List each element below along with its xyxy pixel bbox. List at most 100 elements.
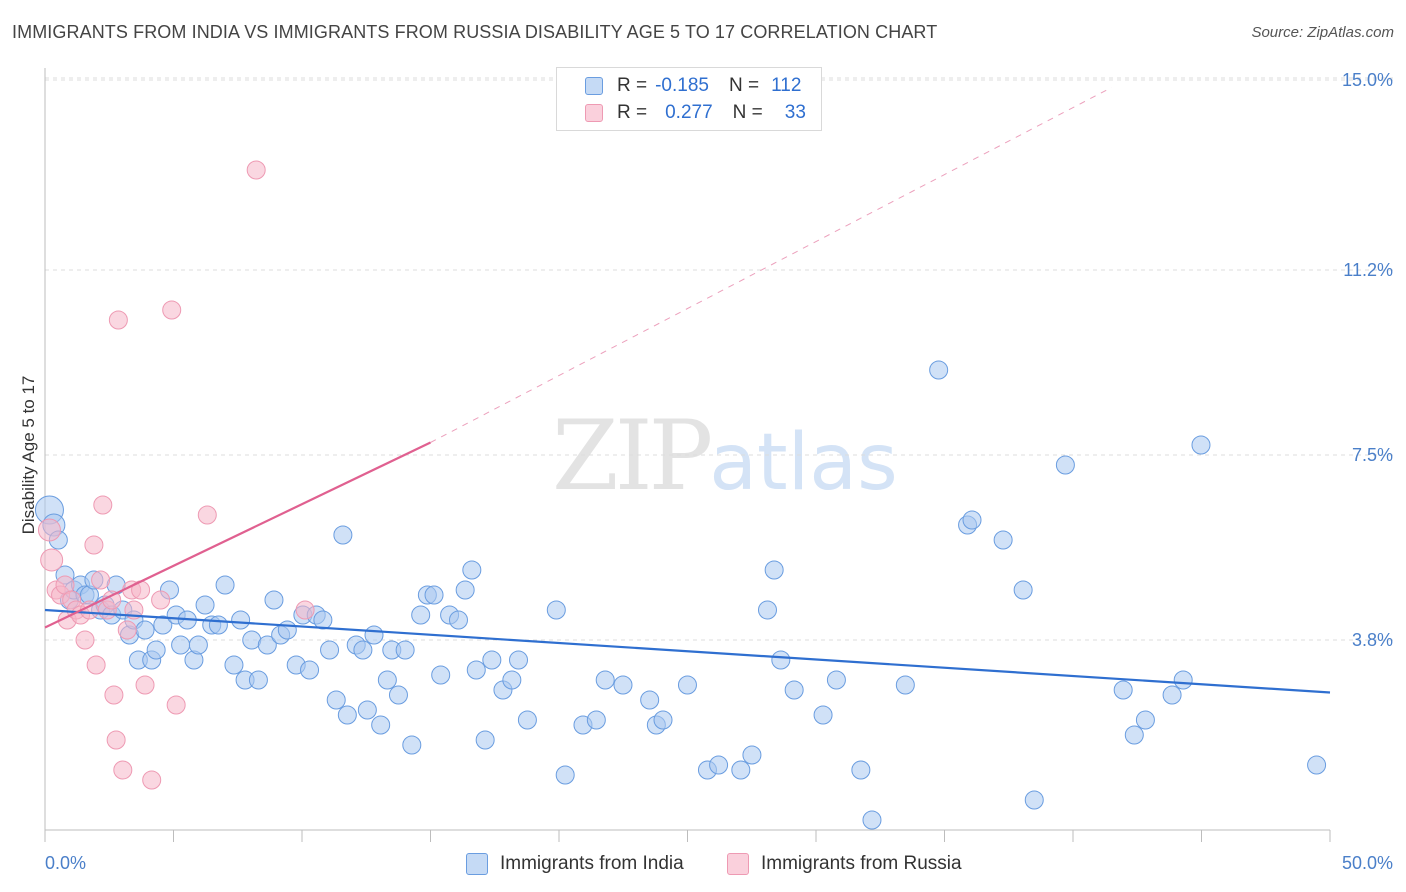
- india-point: [586, 710, 606, 730]
- india-point: [731, 760, 751, 780]
- chart-title: IMMIGRANTS FROM INDIA VS IMMIGRANTS FROM…: [12, 22, 938, 42]
- india-point: [326, 690, 346, 710]
- india-point: [171, 635, 191, 655]
- legend-swatch-russia: [585, 104, 603, 122]
- bottom-legend-swatch-russia: [727, 853, 749, 875]
- india-point: [277, 620, 297, 640]
- india-point: [813, 705, 833, 725]
- russia-point: [106, 730, 126, 750]
- russia-point: [104, 685, 124, 705]
- legend-india-n-value: 112: [771, 75, 802, 96]
- y-tick-label: 7.5%: [1352, 445, 1393, 465]
- india-point: [248, 670, 268, 690]
- russia-point: [117, 620, 137, 640]
- russia-point: [151, 590, 171, 610]
- legend-india-r-label: R =: [617, 75, 648, 96]
- watermark-atlas: atlas: [709, 418, 898, 508]
- legend-russia-r-label: R =: [617, 102, 648, 123]
- india-point: [1173, 670, 1193, 690]
- series-russia-points: [37, 160, 315, 790]
- india-point: [895, 675, 915, 695]
- x-tick-label-max: 50.0%: [1342, 853, 1393, 873]
- india-point: [862, 810, 882, 830]
- trend-line-russia-extension: [430, 87, 1112, 443]
- russia-point: [84, 535, 104, 555]
- india-point: [135, 620, 155, 640]
- india-point: [784, 680, 804, 700]
- india-point: [851, 760, 871, 780]
- russia-point: [102, 590, 122, 610]
- india-point: [771, 650, 791, 670]
- india-point: [546, 600, 566, 620]
- legend-russia-r-value: 0.277: [665, 102, 713, 123]
- india-point: [482, 650, 502, 670]
- india-point: [1307, 755, 1327, 775]
- watermark: ZIPatlas: [552, 400, 898, 512]
- india-point: [677, 675, 697, 695]
- india-point: [1013, 580, 1033, 600]
- india-point: [300, 660, 320, 680]
- india-point: [1135, 710, 1155, 730]
- india-point: [353, 640, 373, 660]
- india-point: [709, 755, 729, 775]
- x-tick-label-min: 0.0%: [45, 853, 86, 873]
- india-point: [475, 730, 495, 750]
- legend-russia-n-value: 33: [784, 102, 806, 123]
- india-point: [1113, 680, 1133, 700]
- russia-point: [197, 505, 217, 525]
- india-point: [502, 670, 522, 690]
- india-point: [1055, 455, 1075, 475]
- india-point: [1191, 435, 1211, 455]
- india-point: [320, 640, 340, 660]
- india-point: [1024, 790, 1044, 810]
- legend-row-russia: R = 0.277 N = 33: [585, 101, 806, 125]
- russia-point: [295, 600, 315, 620]
- india-point: [424, 585, 444, 605]
- india-point: [224, 655, 244, 675]
- india-point: [993, 530, 1013, 550]
- legend-india-r-value: -0.185: [655, 75, 709, 96]
- india-point: [466, 660, 486, 680]
- india-point: [962, 510, 982, 530]
- india-point: [215, 575, 235, 595]
- india-point: [640, 690, 660, 710]
- legend-row-india: R = -0.185 N = 112: [585, 74, 801, 98]
- russia-point: [246, 160, 266, 180]
- india-point: [153, 615, 173, 635]
- y-tick-labels: 3.8% 7.5% 11.2% 15.0%: [1342, 70, 1393, 650]
- legend-india-n-label: N =: [728, 75, 760, 96]
- russia-point: [166, 695, 186, 715]
- india-point: [357, 700, 377, 720]
- india-point: [208, 615, 228, 635]
- india-point: [613, 675, 633, 695]
- india-point: [595, 670, 615, 690]
- series-india-points: [34, 360, 1327, 830]
- india-point: [231, 610, 251, 630]
- india-point: [411, 605, 431, 625]
- india-point: [395, 640, 415, 660]
- russia-point: [37, 518, 61, 542]
- india-point: [257, 635, 277, 655]
- india-point: [448, 610, 468, 630]
- india-point: [764, 560, 784, 580]
- russia-point: [113, 760, 133, 780]
- russia-point: [40, 548, 64, 572]
- legend-swatch-india: [585, 77, 603, 95]
- russia-point: [142, 770, 162, 790]
- india-point: [653, 710, 673, 730]
- trend-lines: [44, 87, 1331, 694]
- trend-line-india: [44, 608, 1331, 694]
- india-point: [455, 580, 475, 600]
- y-tick-label: 11.2%: [1343, 260, 1393, 280]
- india-point: [264, 590, 284, 610]
- trend-line-russia: [44, 441, 431, 629]
- india-point: [555, 765, 575, 785]
- russia-point: [93, 495, 113, 515]
- legend-russia-n-label: N =: [732, 102, 763, 123]
- chart-source: Source: ZipAtlas.com: [1251, 24, 1394, 41]
- india-point: [313, 610, 333, 630]
- india-point: [333, 525, 353, 545]
- russia-point: [162, 300, 182, 320]
- india-point: [188, 635, 208, 655]
- india-point: [1124, 725, 1144, 745]
